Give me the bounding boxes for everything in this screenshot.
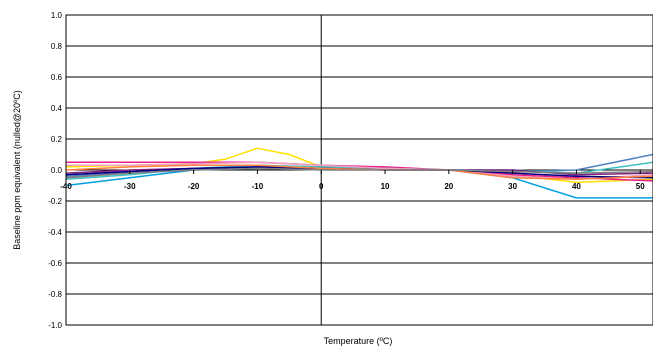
y-tick-label: -0.6 xyxy=(48,259,62,268)
y-tick-labels: 1.0 0.8 0.6 0.4 0.2 0.0 -0.2 -0.4 -0.6 -0.8 -1.0 xyxy=(48,11,62,330)
x-tick-label: -10 xyxy=(252,182,264,191)
x-tick-label: 40 xyxy=(572,182,581,191)
x-tick-label: 0 xyxy=(319,182,324,191)
series-line xyxy=(66,161,653,181)
y-tick-label: -0.2 xyxy=(48,197,62,206)
y-axis-title: Baseline ppm equivalent (nulled@20ºC) xyxy=(12,90,22,250)
y-tick-label: 0.8 xyxy=(51,42,63,51)
x-tick-label: -20 xyxy=(188,182,200,191)
x-axis-title: Temperature (ºC) xyxy=(324,336,393,346)
x-tick-labels: -40 -30 -20 -10 0 10 20 30 40 50 xyxy=(60,170,645,191)
y-tick-label: 0.0 xyxy=(51,166,63,175)
y-tick-label: -1.0 xyxy=(48,321,62,330)
series-line xyxy=(65,167,653,179)
x-tick-label: 50 xyxy=(636,182,645,191)
series-line xyxy=(66,161,653,182)
x-tick-label: -30 xyxy=(124,182,136,191)
y-tick-label: 0.4 xyxy=(51,104,63,113)
x-tick-label: -40 xyxy=(60,182,72,191)
series-line xyxy=(65,164,653,181)
x-tick-label: 30 xyxy=(508,182,517,191)
x-tick-label: 10 xyxy=(381,182,390,191)
y-tick-label: 0.2 xyxy=(51,135,63,144)
y-tick-label: 1.0 xyxy=(51,11,63,20)
y-tick-label: -0.8 xyxy=(48,290,62,299)
x-tick-label: 20 xyxy=(444,182,453,191)
y-tick-label: 0.6 xyxy=(51,73,63,82)
y-tick-label: -0.4 xyxy=(48,228,62,237)
series-lines xyxy=(65,147,653,199)
